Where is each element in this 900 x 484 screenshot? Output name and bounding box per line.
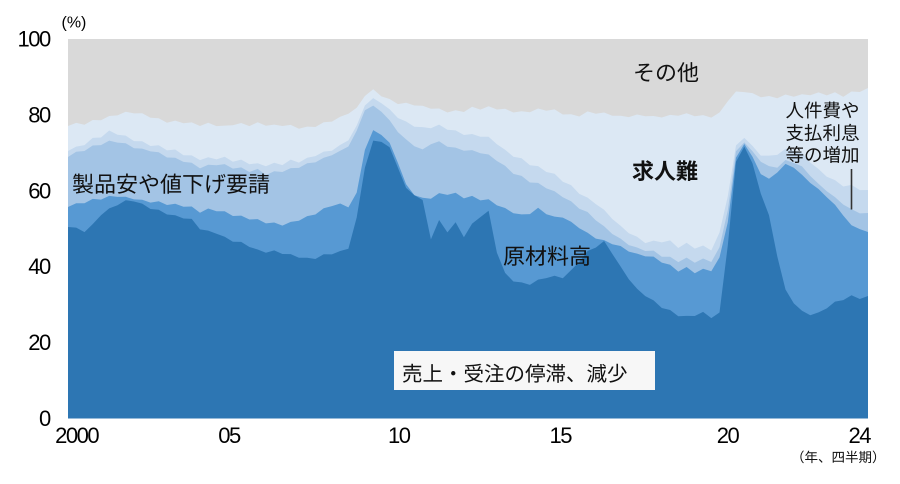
- svg-text:15: 15: [550, 423, 573, 448]
- svg-text:60: 60: [28, 178, 51, 203]
- svg-text:0: 0: [39, 406, 51, 431]
- svg-text:40: 40: [28, 254, 51, 279]
- svg-text:100: 100: [17, 27, 50, 52]
- svg-text:05: 05: [218, 423, 241, 448]
- svg-text:(%): (%): [62, 15, 87, 32]
- svg-text:20: 20: [28, 330, 51, 355]
- svg-text:20: 20: [717, 423, 740, 448]
- svg-text:80: 80: [28, 102, 51, 127]
- svg-text:2000: 2000: [55, 423, 99, 448]
- svg-text:10: 10: [388, 423, 411, 448]
- svg-text:24: 24: [849, 423, 872, 448]
